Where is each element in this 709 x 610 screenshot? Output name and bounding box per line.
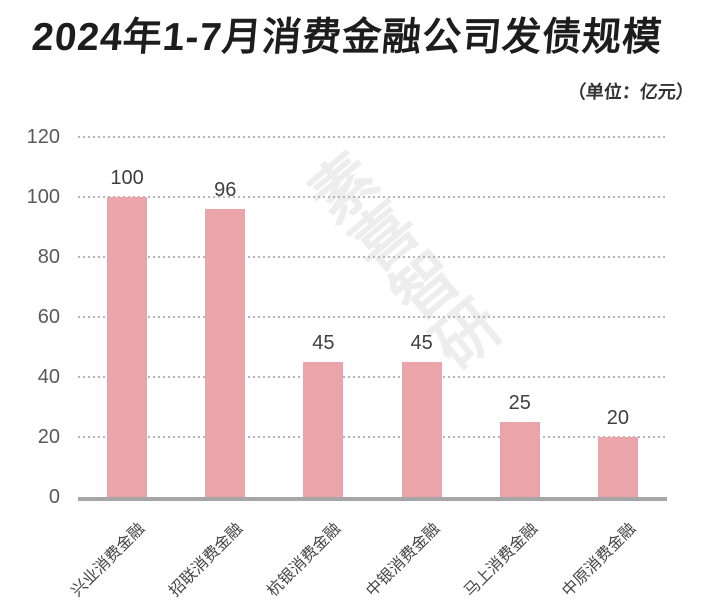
bar <box>401 362 442 497</box>
bar-value-label: 25 <box>508 392 531 414</box>
x-category-label: 中银消费金融 <box>362 520 443 601</box>
gridline-100 <box>78 196 667 198</box>
bar-value-label: 45 <box>410 332 433 354</box>
gridline-80 <box>78 256 667 258</box>
x-category-label: 兴业消费金融 <box>68 520 149 601</box>
y-tick-label: 80 <box>37 246 60 268</box>
x-category-label: 杭银消费金融 <box>264 520 345 601</box>
gridline-40 <box>78 376 667 378</box>
bar-value-label: 100 <box>110 167 144 189</box>
x-category-label: 招联消费金融 <box>166 520 247 601</box>
bar <box>205 209 246 497</box>
y-tick-label: 0 <box>48 486 60 508</box>
plot-area: 100 兴业消费金融 96 招联消费金融 45 杭银消费金融 45 中银消费金融 25 马上消费金… <box>68 136 667 600</box>
gridline-120 <box>78 136 667 138</box>
x-category-label: 马上消费金融 <box>461 520 542 601</box>
bar <box>303 362 344 497</box>
gridline-20 <box>78 436 667 438</box>
y-tick-label: 100 <box>26 186 60 208</box>
bar-value-label: 45 <box>312 332 335 354</box>
x-category-label: 中原消费金融 <box>559 520 640 601</box>
bar-value-label: 20 <box>606 407 630 429</box>
y-axis: 0 20 40 60 80 100 120 <box>0 126 60 508</box>
unit-note: （单位：亿元） <box>567 82 695 102</box>
bar <box>597 437 638 497</box>
y-tick-label: 20 <box>37 426 60 448</box>
bar <box>107 197 148 497</box>
y-tick-label: 60 <box>37 306 60 328</box>
bar-value-label: 96 <box>214 179 237 201</box>
y-tick-label: 40 <box>37 366 60 388</box>
y-tick-label: 120 <box>26 126 60 148</box>
gridline-60 <box>78 316 667 318</box>
bar <box>499 422 540 497</box>
chart-title: 2024年1-7月消费金融公司发债规模 <box>30 16 665 59</box>
